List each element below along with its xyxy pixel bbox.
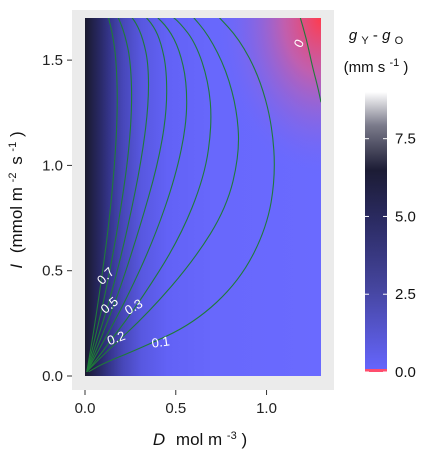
legend-negative-band: [365, 369, 387, 372]
contour-line: [86, 18, 150, 372]
legend-tick-label: 5.0: [395, 208, 416, 225]
legend-tick-label: 7.5: [395, 131, 416, 148]
legend-unit: (mm s -1 ): [344, 53, 409, 76]
x-axis-title: D mol m -3 ): [153, 424, 247, 449]
contour-lines: [86, 18, 321, 373]
heatmap-corner-fill: [85, 18, 321, 376]
x-tick-label: 1.0: [256, 400, 277, 417]
contour-line: [299, 18, 321, 103]
contour-line: [86, 18, 212, 373]
x-tick-label: 0.0: [75, 400, 96, 417]
y-axis-title: I (mmol m -2 s -1 ): [1, 131, 26, 268]
contour-label: 0.2: [105, 328, 127, 348]
contour-line: [86, 18, 168, 373]
contour-line: [86, 18, 133, 372]
x-tick-label: 0.5: [165, 400, 186, 417]
y-tick-label: 1.5: [42, 52, 63, 69]
legend-colorbar: [365, 92, 387, 372]
y-tick-label: 0.0: [42, 368, 63, 385]
y-tick-label: 1.0: [42, 157, 63, 174]
legend-title: g Y - g O: [349, 27, 404, 48]
y-axis: 0.0 0.5 1.0 1.5: [42, 52, 72, 385]
contour-line: [86, 18, 240, 373]
y-tick-label: 0.5: [42, 263, 63, 280]
contour-line: [86, 18, 118, 372]
legend-ticks: 0.0 2.5 5.0 7.5: [365, 131, 416, 381]
contour-line: [86, 18, 188, 373]
contour-line: [88, 18, 275, 373]
legend-tick-label: 0.0: [395, 364, 416, 381]
x-axis: 0.0 0.5 1.0: [75, 390, 277, 417]
legend-tick-label: 2.5: [395, 286, 416, 303]
contour-label: 0.1: [151, 333, 171, 350]
